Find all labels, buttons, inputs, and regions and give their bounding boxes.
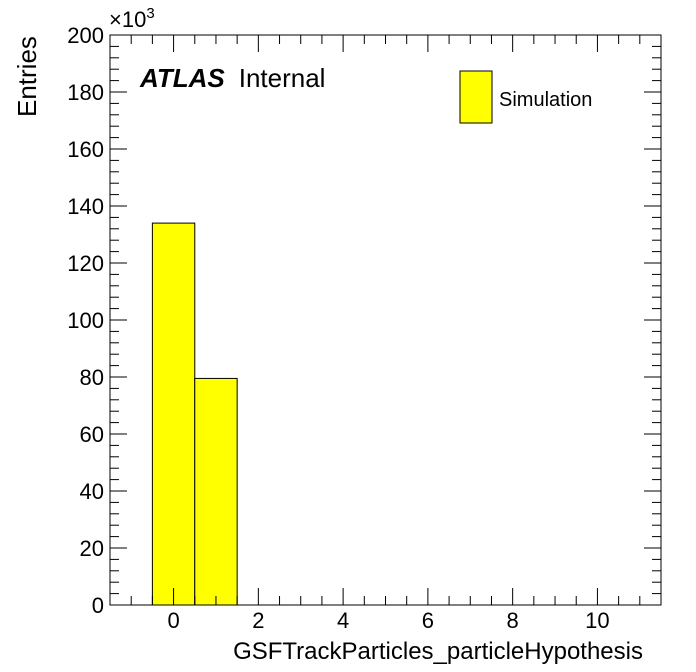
y-tick-label: 0 [92, 593, 104, 618]
x-tick-label: 10 [585, 608, 609, 633]
y-tick-label: 20 [80, 536, 104, 561]
x-tick-labels: 0 2 4 6 8 10 [167, 608, 609, 633]
y-tick-labels: 0 20 40 60 80 100 120 140 160 180 200 [67, 23, 104, 618]
atlas-experiment: ATLAS [139, 63, 225, 93]
x-tick-label: 4 [337, 608, 349, 633]
y-tick-label: 200 [67, 23, 104, 48]
x-tick-label: 2 [252, 608, 264, 633]
atlas-status: Internal [239, 63, 326, 93]
y-tick-label: 60 [80, 422, 104, 447]
legend-label-simulation: Simulation [499, 89, 592, 111]
y-tick-label: 120 [67, 251, 104, 276]
atlas-label: ATLAS Internal [139, 63, 325, 93]
histogram-bar [151, 222, 196, 606]
y-tick-label: 180 [67, 80, 104, 105]
y-tick-label: 100 [67, 308, 104, 333]
x-tick-label: 8 [507, 608, 519, 633]
x-tick-label: 6 [422, 608, 434, 633]
y-tick-label: 140 [67, 194, 104, 219]
x-axis-label: GSFTrackParticles_particleHypothesis [233, 638, 643, 665]
x-tick-label: 0 [167, 608, 179, 633]
y-tick-label: 80 [80, 365, 104, 390]
y-multiplier: ×103 [109, 5, 155, 32]
axis-ticks [110, 34, 661, 606]
y-axis-label: Entries [12, 36, 42, 117]
legend: Simulation [459, 70, 592, 124]
y-tick-label: 40 [80, 479, 104, 504]
y-multiplier-base: ×10 [109, 7, 146, 32]
y-tick-label: 160 [67, 137, 104, 162]
histogram-bars [151, 222, 238, 606]
y-multiplier-exponent: 3 [146, 5, 154, 22]
legend-swatch-simulation [459, 70, 493, 124]
histogram-bar [194, 377, 238, 606]
